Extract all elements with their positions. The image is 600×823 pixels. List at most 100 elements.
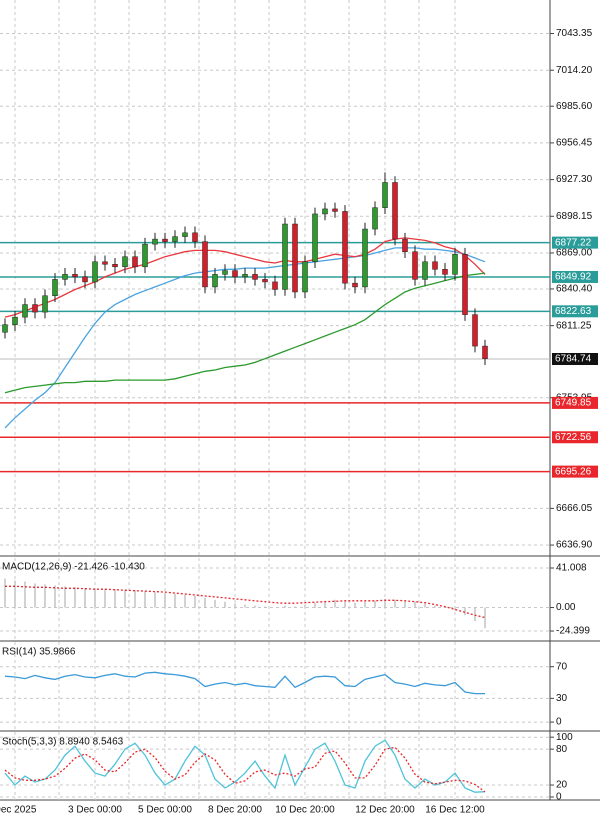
candle-body — [282, 223, 288, 290]
macd-bar — [384, 598, 386, 608]
candle-body — [392, 182, 398, 240]
level-tag — [552, 396, 598, 409]
macd-bar — [144, 591, 146, 608]
macd-bar — [474, 607, 476, 622]
indicator-line — [4, 739, 486, 793]
candle-body — [42, 295, 48, 313]
macd-bar — [294, 606, 296, 608]
candle-body — [382, 182, 388, 208]
y-tick-label: 100 — [556, 732, 573, 743]
macd-bar — [464, 607, 466, 616]
candle-body — [52, 279, 58, 296]
x-tick-label: Dec 2025 — [0, 805, 37, 816]
candle-body — [482, 345, 488, 359]
macd-bar — [424, 603, 426, 608]
panel-title: RSI(14) 35.9866 — [2, 647, 76, 658]
candle-body — [252, 274, 258, 280]
y-tick-label: 6956.45 — [556, 138, 593, 149]
candle-body — [362, 228, 368, 288]
level-tag — [552, 270, 598, 283]
candle-body — [112, 264, 118, 268]
panel-title: Stoch(5,3,3) 8.8940 8.5463 — [2, 737, 124, 748]
y-tick-label: -24.399 — [556, 626, 590, 637]
macd-bar — [204, 597, 206, 608]
level-tag — [552, 353, 598, 366]
candle-body — [222, 270, 228, 275]
x-tick-label: 8 Dec 20:00 — [208, 805, 262, 816]
macd-bar — [4, 578, 6, 608]
panel-title: MACD(12,26,9) -21.426 -10.430 — [2, 562, 145, 573]
y-tick-label: 20 — [556, 780, 568, 791]
candle-body — [82, 276, 88, 283]
candle-body — [342, 211, 348, 284]
candle-body — [22, 304, 28, 318]
y-tick-label: 41.008 — [556, 563, 587, 574]
indicator-line — [4, 746, 486, 793]
macd-bar — [14, 580, 16, 608]
macd-bar — [484, 607, 486, 629]
candle-body — [192, 232, 198, 242]
candle-body — [242, 274, 248, 278]
macd-bar — [404, 600, 406, 608]
macd-bar — [284, 605, 286, 608]
y-tick-label: 7014.20 — [556, 65, 593, 76]
macd-bar — [354, 602, 356, 608]
macd-bar — [224, 601, 226, 608]
level-tag — [552, 465, 598, 478]
level-label: 6877.22 — [555, 237, 592, 248]
y-tick-label: 70 — [556, 661, 568, 672]
x-tick-label: 3 Dec 00:00 — [68, 805, 122, 816]
x-tick-label: 16 Dec 12:00 — [425, 805, 485, 816]
macd-bar — [194, 595, 196, 608]
macd-bar — [374, 600, 376, 608]
candle-body — [162, 238, 168, 242]
level-tag — [552, 305, 598, 318]
level-tag — [552, 236, 598, 249]
y-tick-label: 6869.00 — [556, 248, 593, 259]
macd-bar — [364, 601, 366, 608]
macd-bar — [34, 583, 36, 608]
y-tick-label: 6811.25 — [556, 320, 592, 331]
macd-bar — [44, 584, 46, 608]
y-tick-label: 6927.30 — [556, 174, 593, 185]
candle-body — [92, 261, 98, 283]
candle-body — [412, 251, 418, 280]
candle-body — [102, 261, 108, 265]
x-tick-label: 12 Dec 20:00 — [355, 805, 415, 816]
y-tick-label: 6985.60 — [556, 101, 593, 112]
y-tick-label: 7043.35 — [556, 28, 593, 39]
candle-body — [142, 243, 148, 268]
candle-body — [272, 281, 278, 290]
macd-bar — [174, 594, 176, 608]
macd-bar — [164, 593, 166, 608]
indicator-line — [4, 671, 485, 695]
y-tick-label: 30 — [556, 693, 568, 704]
macd-bar — [214, 599, 216, 608]
candle-body — [12, 316, 18, 325]
macd-bar — [234, 603, 236, 608]
macd-bar — [54, 585, 56, 608]
candle-body — [32, 304, 38, 313]
macd-bar — [64, 586, 66, 608]
macd-bar — [184, 595, 186, 608]
candle-body — [262, 279, 268, 283]
macd-bar — [314, 602, 316, 608]
indicator-line — [4, 272, 486, 394]
macd-bar — [454, 607, 456, 611]
macd-bar — [344, 601, 346, 608]
y-tick-label: 0 — [556, 717, 562, 728]
candle-body — [202, 241, 208, 288]
candle-body — [122, 256, 128, 268]
candle-body — [442, 269, 448, 275]
candle-body — [62, 274, 68, 280]
indicator-line — [5, 585, 486, 619]
macd-bar — [104, 589, 106, 608]
y-tick-label: 0 — [556, 792, 562, 803]
macd-bar — [414, 601, 416, 608]
y-tick-label: 80 — [556, 744, 568, 755]
candle-body — [462, 253, 468, 315]
level-label: 6749.85 — [555, 398, 592, 409]
candle-body — [332, 208, 338, 212]
x-tick-label: 5 Dec 00:00 — [138, 805, 192, 816]
